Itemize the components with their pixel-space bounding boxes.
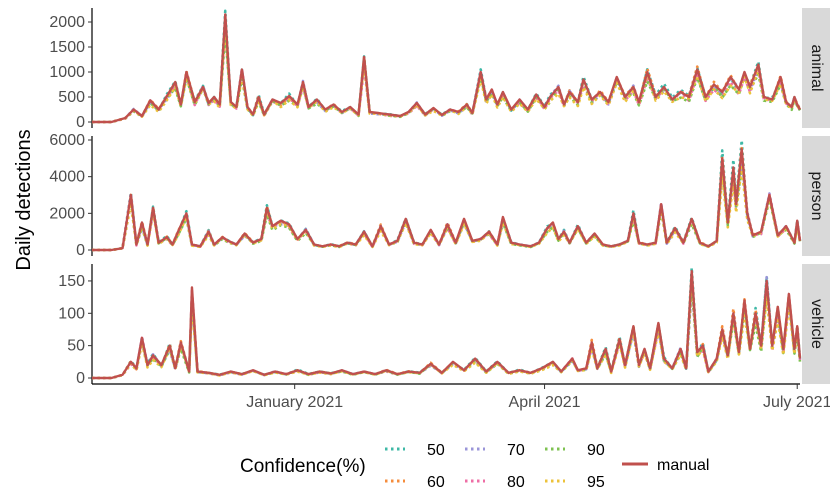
series-line-manual (92, 147, 802, 252)
series-line-manual (92, 13, 802, 124)
legend-label-90: 90 (587, 442, 605, 459)
series-line-50 (92, 139, 802, 252)
y-tick-label: 6000 (49, 132, 85, 149)
legend-label-manual: manual (657, 457, 709, 474)
y-tick-label: 1500 (49, 39, 85, 56)
y-tick-label: 2000 (49, 205, 85, 222)
y-tick-label: 50 (67, 338, 85, 355)
y-tick-label: 0 (76, 242, 85, 259)
y-tick-label: 500 (58, 89, 85, 106)
y-tick-label: 0 (76, 370, 85, 387)
series-line-70 (92, 158, 802, 252)
legend-label-95: 95 (587, 474, 605, 491)
x-tick-label: January 2021 (246, 394, 343, 411)
series-line-manual (92, 270, 802, 380)
facet-strip-label: animal (808, 44, 825, 91)
x-tick-label: July 2021 (763, 394, 830, 411)
legend-label-80: 80 (507, 474, 525, 491)
series-line-80 (92, 149, 802, 252)
y-axis-title: Daily detections (13, 129, 35, 270)
panels: animal0500100015002000person020004000600… (49, 8, 830, 387)
legend-label-70: 70 (507, 442, 525, 459)
y-tick-label: 2000 (49, 14, 85, 31)
legend: Confidence(%) 50 60 70 80 90 95 manual (240, 442, 709, 491)
y-tick-label: 100 (58, 305, 85, 322)
series-line-95 (92, 165, 802, 252)
panel-person: person 0 2000 4000 6000 (49, 132, 830, 259)
legend-title: Confidence(%) (240, 456, 366, 477)
legend-label-60: 60 (427, 474, 445, 491)
facet-strip (802, 136, 830, 256)
facet-strip (802, 8, 830, 128)
series-line-70 (92, 25, 802, 124)
x-tick-label: April 2021 (509, 394, 581, 411)
series-line-50 (92, 9, 801, 124)
legend-label-50: 50 (427, 442, 445, 459)
y-tick-label: 150 (58, 273, 85, 290)
series-line-60 (92, 22, 802, 124)
series-line-90 (92, 164, 802, 252)
y-tick-label: 0 (76, 114, 85, 131)
series-line-90 (92, 31, 802, 124)
series-line-95 (92, 23, 802, 124)
facet-strip-label: vehicle (808, 299, 825, 349)
series-line-60 (92, 146, 802, 252)
facet-strip (802, 264, 830, 384)
facet-strip-label: person (808, 172, 825, 221)
panel-animal: animal 0 500 1000 1500 2000 (49, 8, 830, 131)
y-tick-label: 1000 (49, 64, 85, 81)
y-tick-label: 4000 (49, 169, 85, 186)
panel-vehicle: vehicle 0 50 100 150 (58, 264, 830, 387)
x-axis: January 2021 April 2021 July 2021 (92, 383, 830, 411)
